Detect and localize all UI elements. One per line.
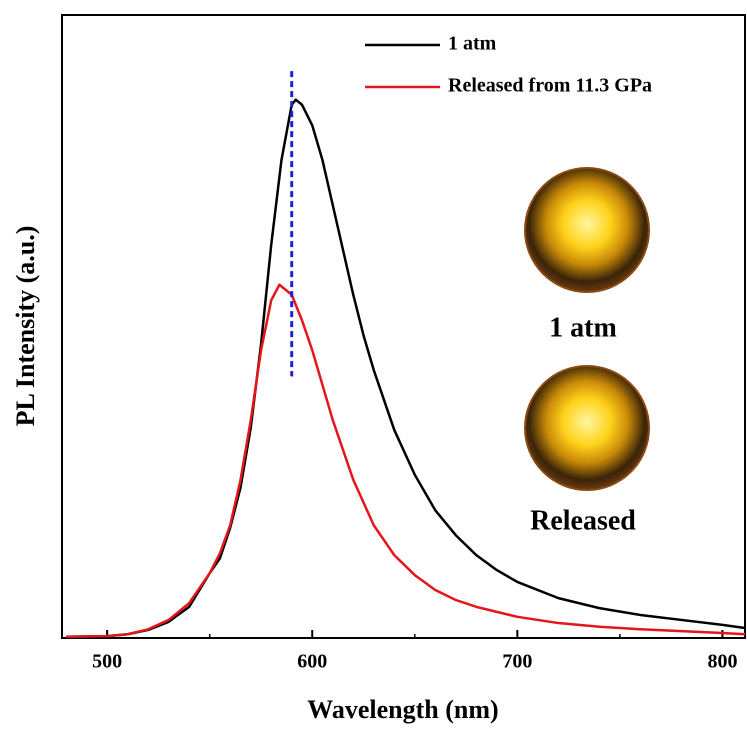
- legend-label: 1 atm: [448, 33, 497, 55]
- y-axis-label: PL Intensity (a.u.): [11, 226, 40, 427]
- x-tick-label: 800: [707, 651, 737, 673]
- photo-released: [524, 365, 650, 491]
- line-series: [66, 283, 746, 638]
- annotation: Released: [530, 505, 636, 536]
- x-axis-label: Wavelength (nm): [307, 695, 498, 724]
- annotation: 1 atm: [549, 312, 617, 343]
- line-series: [66, 98, 746, 638]
- plot-frame: [61, 14, 746, 639]
- legend-label: Released from 11.3 GPa: [448, 75, 652, 97]
- x-tick-label: 700: [502, 651, 532, 673]
- x-tick-label: 500: [92, 651, 122, 673]
- photo-1atm: [524, 167, 650, 293]
- x-tick-label: 600: [297, 651, 327, 673]
